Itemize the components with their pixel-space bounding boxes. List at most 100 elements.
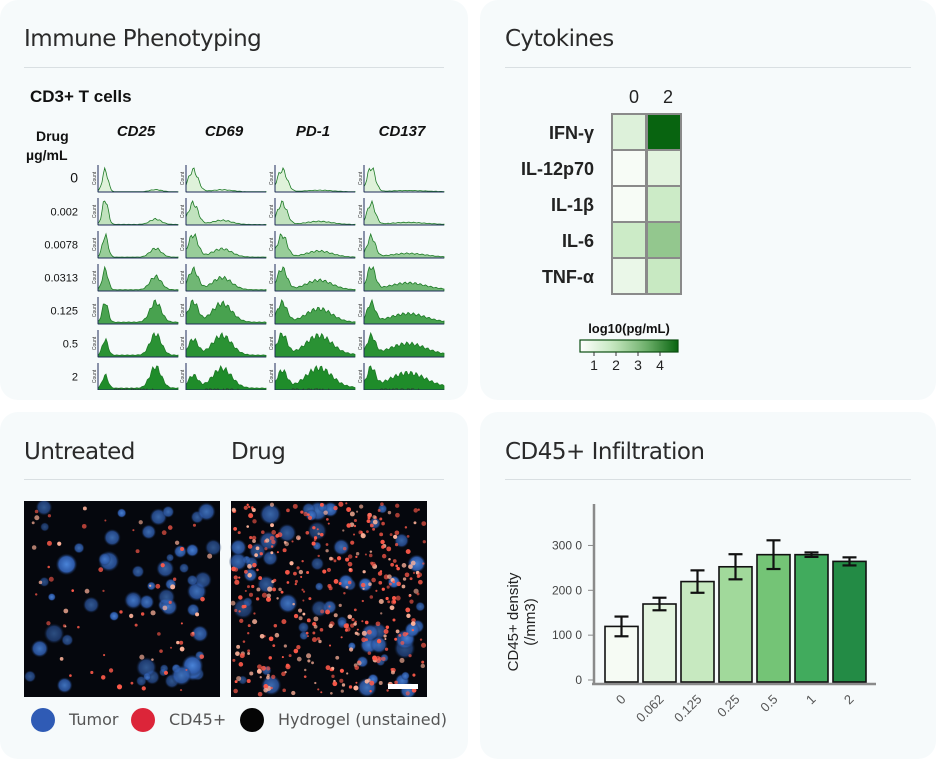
infiltration-divider [505, 479, 911, 480]
hist-y-label: Count [269, 369, 275, 383]
bar-0.5 [756, 553, 791, 683]
heatmap-cell [646, 185, 682, 223]
dose-label: 0 [70, 170, 78, 186]
bar-x-tick-label: 0.125 [671, 692, 705, 726]
imaging-divider [24, 479, 444, 480]
histogram-curve [97, 232, 179, 259]
histogram-curve [363, 298, 445, 325]
cytokines-title: Cytokines [505, 26, 614, 52]
cytokines-panel [480, 0, 936, 400]
hist-y-label: Count [358, 171, 364, 185]
dose-label: 0.0078 [44, 240, 78, 252]
hist-x-label: CD25-BV421-A [113, 389, 154, 390]
histogram-curve [363, 167, 445, 193]
microscopy-images [24, 501, 427, 697]
histogram-curve [274, 332, 356, 358]
hist-y-label: Count [269, 237, 275, 251]
heatmap-row-label: TNF-α [542, 267, 594, 287]
phenotyping-title: Immune Phenotyping [24, 26, 262, 52]
bar-y-label: CD45+ density(/mm3) [505, 572, 539, 671]
histogram-curve [97, 265, 179, 292]
bar-0.125 [680, 580, 715, 683]
dose-label: 2 [72, 372, 78, 384]
hist-x-label: CD69-APC-A [204, 389, 240, 390]
hist-y-label: Count [180, 303, 186, 317]
heatmap-cell [646, 113, 682, 151]
hist-y-label: Count [180, 237, 186, 251]
bar-x-tick-label: 1 [803, 692, 819, 708]
hist-x-label: CD137-R-PE-A [379, 389, 420, 390]
hist-y-label: Count [269, 303, 275, 317]
heatmap-cell [611, 149, 647, 187]
cytokines-divider [505, 67, 911, 68]
colorbar-tick-label: 2 [612, 357, 620, 373]
column-header-pd-1: PD-1 [296, 123, 330, 140]
heatmap-col-label: 2 [663, 87, 673, 107]
histogram-curve [274, 365, 356, 390]
histogram-curve [363, 331, 445, 358]
bar-1 [794, 553, 829, 683]
hist-y-label: Count [180, 369, 186, 383]
hist-y-label: Count [358, 336, 364, 350]
histogram-curve [97, 365, 179, 390]
bar-0.25 [718, 565, 753, 683]
heatmap-col-label: 0 [629, 87, 639, 107]
bar-y-label-line: (/mm3) [522, 598, 539, 646]
histogram-curve [363, 266, 445, 292]
hist-y-label: Count [358, 237, 364, 251]
column-header-cd69: CD69 [205, 123, 244, 140]
hist-y-label: Count [92, 204, 98, 218]
phenotyping-divider [24, 67, 444, 68]
heatmap-row-label: IFN-γ [549, 123, 594, 143]
dose-label: 0.5 [63, 339, 78, 351]
tumor-legend-label: Tumor [69, 710, 119, 729]
hist-y-label: Count [358, 270, 364, 284]
histogram-curve [185, 266, 267, 292]
histogram-curve [274, 167, 356, 193]
dose-label: 0.002 [50, 207, 78, 219]
colorbar-label: log10(pg/mL) [588, 321, 670, 336]
hist-y-label: Count [269, 204, 275, 218]
heatmap-cell [611, 113, 647, 151]
row-header-drug: Drug [36, 128, 69, 144]
bar-0.062 [642, 603, 677, 683]
histogram-curve [185, 364, 267, 390]
histogram-curve [274, 266, 356, 292]
bar-y-tick-label: 0 [575, 673, 582, 687]
dose-label: 0.125 [50, 306, 78, 318]
heatmap-cell [611, 221, 647, 259]
column-header-cd137: CD137 [379, 123, 426, 140]
heatmap-row-label: IL-1β [551, 195, 594, 215]
histogram-curve [97, 299, 179, 325]
row-header-unit: µg/mL [26, 147, 68, 163]
bar-x-tick-label: 0.062 [633, 692, 667, 726]
histogram-title: CD3+ T cells [30, 87, 132, 106]
hist-x-label: PD-1-BV711-A [291, 389, 330, 390]
histogram-curve [185, 200, 267, 226]
hist-y-label: Count [92, 237, 98, 251]
hydrogel-legend-label: Hydrogel (unstained) [278, 710, 447, 729]
hist-y-label: Count [358, 204, 364, 218]
histogram-curve [274, 299, 356, 325]
hist-y-label: Count [92, 303, 98, 317]
histogram-curve [363, 232, 445, 259]
hist-y-label: Count [269, 336, 275, 350]
column-header-cd25: CD25 [117, 123, 156, 140]
histogram-curve [185, 332, 267, 358]
scale-bar [388, 684, 418, 689]
bar-y-tick-label: 200 0 [552, 583, 582, 597]
drug-image [228, 501, 427, 697]
colorbar-tick-label: 3 [634, 357, 642, 373]
heatmap-cell [611, 257, 647, 295]
bar-x-tick-label: 0 [613, 692, 629, 708]
heatmap-cell [611, 185, 647, 223]
histogram-curve [363, 365, 445, 390]
phenotyping-panel [0, 0, 468, 400]
untreated-title: Untreated [24, 439, 135, 465]
drug-title: Drug [231, 439, 286, 465]
hist-y-label: Count [180, 171, 186, 185]
colorbar-tick-label: 4 [656, 357, 664, 373]
hist-y-label: Count [180, 336, 186, 350]
colorbar-tick-label: 1 [590, 357, 598, 373]
